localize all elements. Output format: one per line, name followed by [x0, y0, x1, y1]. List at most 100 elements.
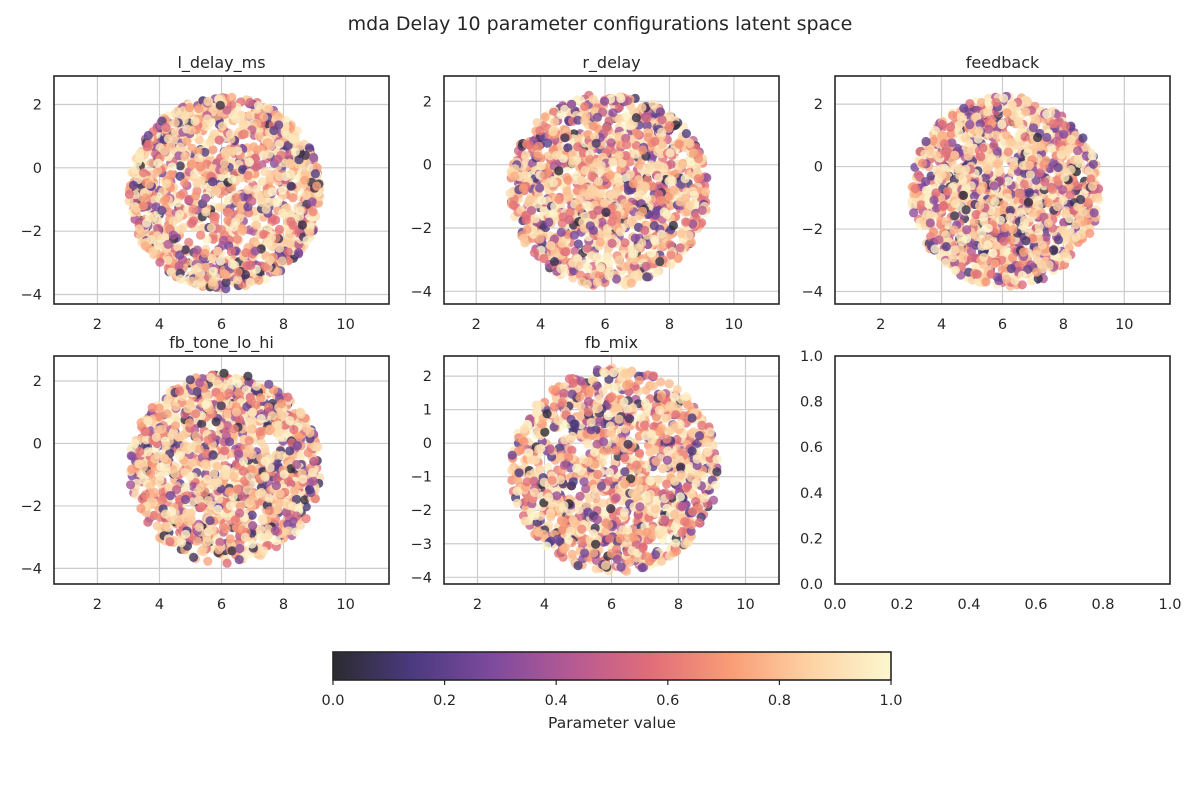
- scatter-point: [305, 221, 315, 231]
- scatter-point: [168, 230, 178, 240]
- scatter-point: [544, 217, 554, 227]
- scatter-point: [201, 262, 211, 272]
- scatter-point: [659, 207, 669, 217]
- scatter-point: [124, 196, 134, 206]
- scatter-point: [530, 213, 540, 224]
- scatter-point: [202, 235, 212, 245]
- scatter-point: [546, 241, 556, 251]
- scatter-point: [163, 255, 173, 265]
- scatter-point: [556, 142, 566, 152]
- scatter-point: [1033, 132, 1043, 143]
- scatter-point: [1008, 253, 1018, 263]
- scatter-point: [144, 179, 154, 189]
- scatter-point: [669, 185, 679, 195]
- scatter-point: [215, 256, 226, 266]
- scatter-point: [614, 150, 624, 160]
- scatter-point: [1066, 134, 1076, 145]
- scatter-point: [187, 218, 197, 228]
- scatter-point: [655, 257, 665, 267]
- scatter-point: [980, 173, 991, 183]
- scatter-point: [1071, 219, 1081, 230]
- scatter-point: [991, 130, 1001, 140]
- scatter-point: [689, 190, 700, 200]
- scatter-point: [274, 243, 284, 253]
- scatter-point: [624, 201, 634, 212]
- scatter-point: [1021, 236, 1031, 246]
- scatter-point: [1065, 190, 1075, 200]
- scatter-point: [153, 223, 163, 233]
- scatter-point: [910, 184, 921, 194]
- scatter-point: [1024, 188, 1034, 198]
- scatter-point: [550, 117, 560, 127]
- scatter-point: [960, 132, 970, 143]
- scatter-point: [621, 140, 632, 150]
- scatter-point: [200, 147, 210, 157]
- scatter-point: [1020, 132, 1030, 142]
- scatter-point: [180, 178, 190, 188]
- scatter-point: [152, 521, 162, 531]
- scatter-point: [554, 194, 564, 205]
- axes-frame: [443, 75, 780, 305]
- scatter-point: [128, 180, 139, 190]
- y-tick-label: −4: [411, 284, 432, 300]
- scatter-point: [238, 224, 248, 234]
- scatter-point: [1061, 229, 1071, 239]
- scatter-point: [941, 216, 951, 226]
- scatter-point: [583, 243, 593, 253]
- scatter-point: [227, 92, 237, 102]
- scatter-point: [665, 148, 675, 158]
- scatter-point: [241, 248, 251, 258]
- scatter-point: [629, 248, 639, 259]
- scatter-point: [949, 225, 959, 235]
- scatter-point: [688, 219, 698, 229]
- scatter-point: [642, 113, 652, 123]
- scatter-point: [657, 127, 667, 137]
- scatter-point: [648, 182, 658, 192]
- scatter-point: [1043, 198, 1053, 208]
- scatter-point: [937, 170, 947, 180]
- scatter-point: [131, 203, 142, 213]
- scatter-point: [1003, 176, 1013, 186]
- scatter-point: [208, 266, 218, 276]
- scatter-point: [231, 193, 241, 203]
- scatter-point: [570, 246, 580, 256]
- scatter-point: [925, 218, 935, 228]
- scatter-point: [173, 198, 183, 208]
- scatter-point: [216, 225, 227, 235]
- scatter-point: [667, 176, 677, 186]
- scatter-point: [1073, 154, 1083, 164]
- scatter-point: [954, 127, 964, 137]
- scatter-point: [637, 102, 647, 113]
- scatter-point: [264, 149, 274, 159]
- scatter-point: [197, 419, 207, 429]
- scatter-point: [650, 210, 661, 220]
- scatter-point: [196, 175, 206, 185]
- scatter-point: [612, 210, 622, 220]
- x-tick-label: 4: [937, 317, 946, 333]
- scatter-point: [1053, 176, 1063, 187]
- scatter-point: [245, 97, 255, 108]
- scatter-point: [989, 140, 999, 150]
- scatter-point: [1078, 133, 1088, 143]
- scatter-point: [274, 139, 284, 149]
- y-tick-label: −4: [21, 288, 42, 304]
- scatter-point: [976, 97, 987, 108]
- scatter-point: [213, 246, 223, 256]
- scatter-point: [592, 112, 603, 122]
- scatter-point: [587, 171, 597, 181]
- scatter-point: [524, 140, 534, 150]
- scatter-point: [1058, 196, 1068, 206]
- scatter-point: [161, 123, 171, 133]
- x-tick-label: 2: [876, 317, 885, 333]
- scatter-point: [521, 150, 531, 160]
- scatter-point: [138, 168, 149, 178]
- x-tick-label: 2: [472, 317, 481, 333]
- scatter-point: [524, 195, 535, 205]
- scatter-point: [302, 190, 312, 200]
- scatter-point: [264, 104, 274, 114]
- scatter-point: [1023, 264, 1033, 274]
- scatter-point: [257, 197, 267, 207]
